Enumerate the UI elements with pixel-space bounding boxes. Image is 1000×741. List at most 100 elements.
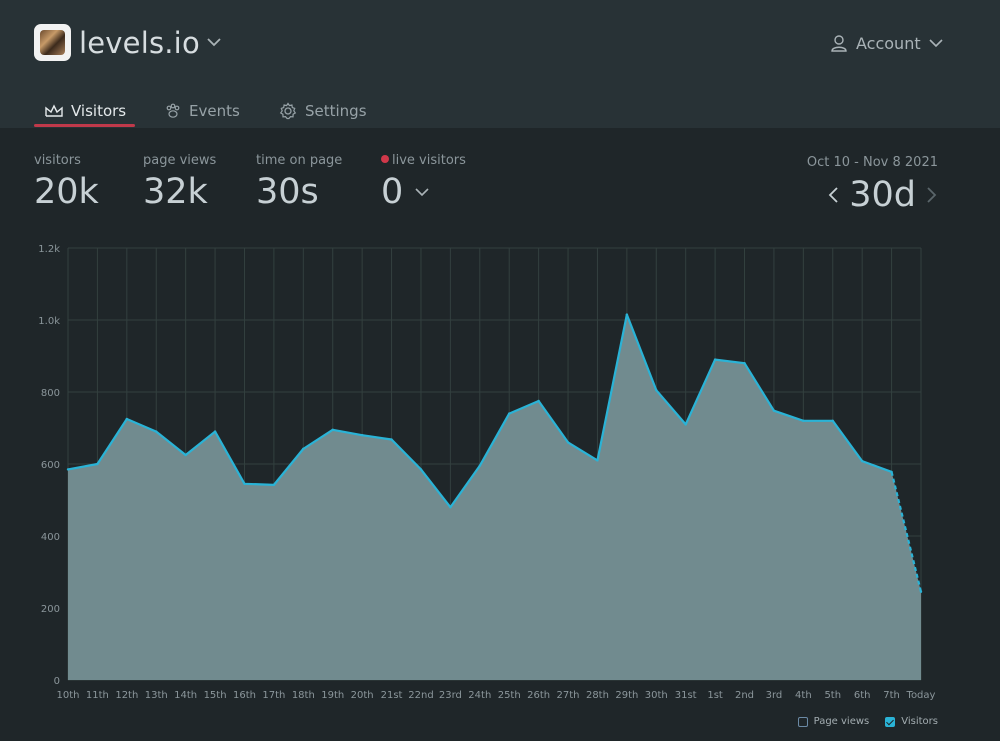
user-icon: [831, 35, 847, 52]
stat-value: 20k: [34, 172, 99, 212]
x-tick-label: 19th: [321, 690, 344, 701]
active-tab-indicator: [34, 124, 135, 127]
data-point: [831, 419, 834, 422]
tab-label: Settings: [305, 102, 367, 120]
data-point: [449, 506, 452, 509]
site-name[interactable]: levels.io: [79, 26, 200, 60]
chevron-left-icon[interactable]: [827, 186, 839, 204]
x-tick-label: 20th: [351, 690, 374, 701]
stat-page-views: page views 32k: [143, 153, 216, 212]
chart-legend: Page views Visitors: [797, 716, 938, 727]
data-point: [360, 434, 364, 437]
tab-label: Events: [189, 102, 240, 120]
data-point: [125, 417, 129, 421]
stat-label: live visitors: [392, 153, 466, 168]
stat-value: 30s: [256, 172, 319, 212]
gear-icon: [279, 102, 297, 120]
period-value[interactable]: 30d: [849, 175, 916, 215]
x-tick-label: 17th: [262, 690, 285, 701]
x-tick-label: 22nd: [408, 690, 433, 701]
stat-value: 0: [381, 172, 404, 212]
x-tick-label: 13th: [145, 690, 168, 701]
chevron-down-icon[interactable]: [415, 187, 429, 197]
x-tick-label: 14th: [174, 690, 197, 701]
account-label: Account: [856, 33, 921, 53]
data-point: [890, 470, 893, 474]
legend-visitors[interactable]: Visitors: [885, 716, 938, 727]
data-point: [743, 362, 746, 365]
tab-label: Visitors: [71, 102, 127, 120]
stat-visitors: visitors 20k: [34, 153, 99, 212]
tab-events[interactable]: Events: [165, 96, 240, 126]
x-tick-label: 30th: [645, 690, 668, 701]
chevron-down-icon[interactable]: [206, 36, 222, 48]
y-tick-label: 800: [41, 388, 60, 399]
x-tick-label: 21st: [381, 690, 403, 701]
x-tick-label: 24th: [468, 690, 491, 701]
x-tick-label: 7th: [883, 690, 900, 701]
data-point: [419, 468, 423, 471]
stat-label: visitors: [34, 153, 81, 168]
stat-live-visitors[interactable]: live visitors 0: [381, 153, 466, 212]
x-tick-label: 1st: [707, 690, 723, 701]
x-tick-label: 12th: [115, 690, 138, 701]
data-point: [566, 441, 570, 444]
x-tick-label: 3rd: [766, 690, 783, 701]
data-point: [508, 412, 511, 415]
live-dot-icon: [381, 155, 389, 163]
stat-time-on-page: time on page 30s: [256, 153, 342, 212]
account-menu[interactable]: Account: [830, 32, 943, 54]
paw-icon: [166, 103, 180, 118]
y-tick-label: 1.0k: [38, 316, 60, 327]
tab-settings[interactable]: Settings: [279, 96, 367, 126]
data-point: [713, 358, 717, 361]
legend-label: Page views: [813, 716, 870, 727]
data-point: [478, 464, 481, 467]
x-tick-label: 26th: [527, 690, 550, 701]
legend-label: Visitors: [901, 716, 938, 727]
data-point: [155, 430, 158, 433]
data-point: [919, 590, 923, 593]
checkbox-checked-icon: [885, 716, 896, 727]
x-tick-label: 28th: [586, 690, 609, 701]
x-tick-label: 2nd: [735, 690, 754, 701]
data-point: [684, 423, 687, 426]
chevron-down-icon: [929, 39, 943, 48]
x-tick-label: 11th: [86, 690, 109, 701]
stat-label: time on page: [256, 153, 343, 168]
x-tick-label: 4th: [795, 690, 812, 701]
data-point: [537, 399, 540, 403]
data-point: [596, 459, 599, 462]
x-tick-label: Today: [906, 690, 936, 701]
data-point: [802, 419, 805, 422]
x-tick-label: 23rd: [439, 690, 462, 701]
stat-label: page views: [143, 153, 217, 168]
data-point: [96, 462, 99, 466]
chevron-right-icon[interactable]: [926, 186, 938, 204]
legend-page-views[interactable]: Page views: [797, 716, 870, 727]
data-point: [655, 389, 658, 392]
data-point: [213, 430, 217, 433]
data-point: [184, 453, 187, 457]
x-tick-label: 6th: [854, 690, 871, 701]
x-tick-label: 10th: [57, 690, 80, 701]
data-point: [243, 482, 246, 485]
x-tick-label: 18th: [292, 690, 315, 701]
y-tick-label: 200: [41, 604, 60, 615]
tab-visitors[interactable]: Visitors: [45, 96, 126, 126]
x-tick-label: 15th: [204, 690, 227, 701]
x-tick-label: 31st: [675, 690, 697, 701]
y-tick-label: 1.2k: [38, 244, 60, 255]
data-point: [66, 468, 70, 471]
avatar-image: [40, 30, 65, 55]
x-tick-label: 29th: [615, 690, 638, 701]
data-point: [390, 438, 393, 441]
period-selector: 30d: [827, 175, 938, 215]
x-tick-label: 25th: [498, 690, 521, 701]
site-avatar[interactable]: [34, 24, 71, 61]
data-point: [860, 459, 864, 463]
data-point: [272, 483, 276, 487]
y-tick-label: 600: [41, 460, 60, 471]
x-tick-label: 27th: [557, 690, 580, 701]
x-tick-label: 16th: [233, 690, 256, 701]
